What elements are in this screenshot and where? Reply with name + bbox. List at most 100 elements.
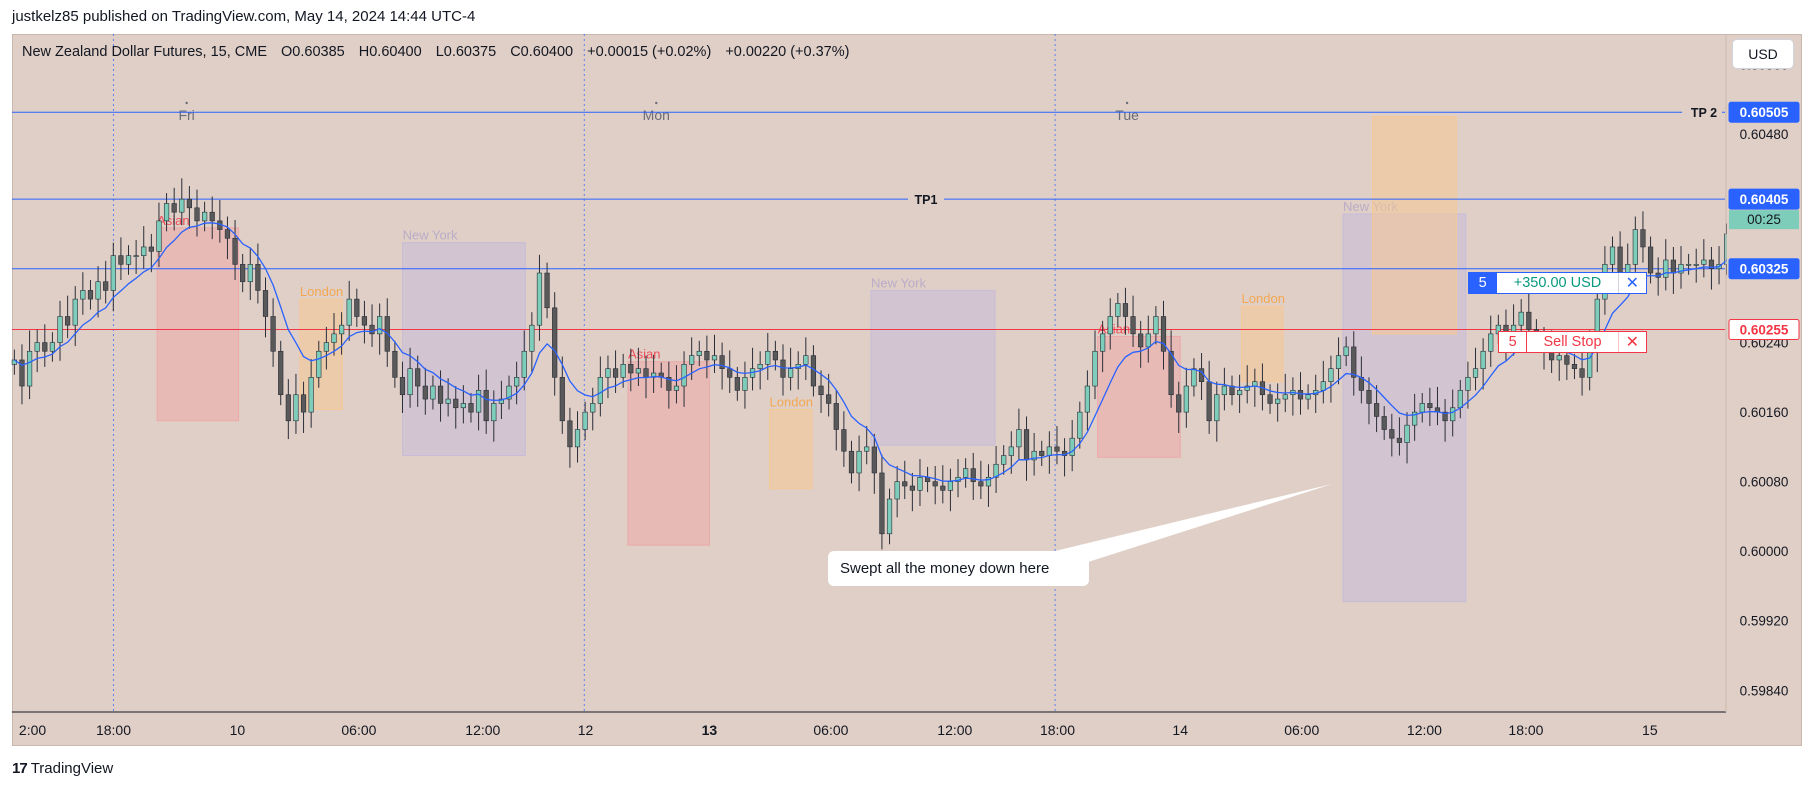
candle-down [628,364,634,374]
ema-line [14,222,1743,482]
candle-up [346,298,352,326]
candle-down [643,368,649,378]
currency-button[interactable]: USD [1732,39,1794,69]
candle-up [1221,385,1227,396]
candle-up [1488,333,1494,352]
session-label-asian: Asian [157,213,190,228]
candle-down [909,485,915,491]
candle-down [780,359,786,378]
candle-up [80,290,86,300]
sell-stop-order-line[interactable]: 5 Sell Stop ✕ [1498,331,1647,353]
candle-up [1609,246,1616,265]
candle-up [1107,316,1113,335]
price-tag-sell-stop [1728,319,1800,341]
candle-down [1427,403,1433,409]
candle-down [1206,381,1212,422]
legend-high: H0.60400 [358,44,422,60]
session-box-asian [1097,335,1181,458]
candle-down [1054,446,1060,452]
candle-down [544,272,550,309]
candle-up [985,477,992,487]
candle-down [103,281,109,291]
price-tick: 0.60160 [1740,405,1789,420]
candle-down [65,316,71,326]
tradingview-logo-text: TradingView [30,760,114,777]
close-icon[interactable]: ✕ [1618,332,1646,352]
callout-note[interactable]: Swept all the money down here [828,551,1089,586]
candle-down [422,385,428,400]
candle-down [468,403,474,413]
price-tick: 0.59920 [1740,614,1789,629]
candle-up [1693,264,1699,266]
candle-down [1176,394,1182,413]
tradingview-logo[interactable]: 17 TradingView [12,760,113,777]
candle-down [87,290,94,300]
candle-up [506,385,512,400]
sell-stop-label[interactable]: Sell Stop [1526,332,1619,352]
candle-down [871,446,877,474]
candle-down [1564,355,1570,365]
symbol-name[interactable]: New Zealand Dollar Futures, 15, CME [22,44,267,60]
candle-up [1412,411,1418,426]
time-tick: 18:00 [1508,722,1543,738]
candle-up [1237,390,1243,396]
time-axis: 2:00 18:00 10 06:00 12:00 12 13 06:00 12:00 18:00… [12,34,1727,738]
candle-up [1556,355,1562,361]
candle-up [788,368,794,378]
candle-up [582,411,588,430]
candle-down [666,377,672,391]
candle-down [194,207,200,222]
candle-up [536,272,543,326]
session-label-london: London [1242,291,1285,306]
time-tick: 15 [1642,722,1658,738]
candle-down [552,307,558,378]
candle-up [1518,311,1524,326]
candle-down [1579,368,1585,378]
candle-down [1366,390,1372,404]
close-icon[interactable]: ✕ [1618,273,1646,293]
candle-up [498,398,505,404]
session-box-newyork [402,242,526,457]
position-order-line[interactable]: 5 +350.00 USD ✕ [1468,272,1647,294]
candle-up [1305,394,1311,400]
candle-up [1275,398,1281,404]
candle-up [26,350,33,387]
session-box-london [1372,116,1457,335]
price-tag-position [1728,258,1800,280]
candle-down [262,290,269,317]
candle-up [856,450,862,474]
session-label-asian: Asian [1098,321,1131,336]
position-qty[interactable]: 5 [1469,273,1497,293]
publisher-caption: justkelz85 published on TradingView.com,… [12,8,476,25]
candle-down [848,450,855,474]
candle-up [1686,264,1692,266]
candle-up [460,403,466,409]
candle-up [1100,333,1106,352]
session-box-london [769,409,813,490]
candle-up [1282,394,1288,400]
candle-up [445,398,451,404]
callout-pointer [1022,484,1332,571]
day-marker-dot [185,101,188,105]
price-tag-text: 0.60405 [1740,192,1789,207]
candle-up [1678,264,1684,274]
candle-up [247,264,253,283]
candle-up [125,255,132,265]
candle-up [1077,411,1083,439]
candle-up [635,368,641,374]
candle-up [202,211,208,222]
candle-up [605,368,611,378]
price-tick: 0.59840 [1740,683,1789,698]
candle-up [963,468,969,478]
candle-down [940,485,946,491]
day-marker-label: Tue [1115,107,1139,123]
candle-down [772,350,778,361]
session-label-london: London [300,284,343,299]
position-pnl[interactable]: +350.00 USD [1496,273,1619,293]
price-tag-text: 0.60505 [1740,105,1789,120]
candle-up [1115,303,1121,317]
candle-up [491,403,497,422]
sell-stop-qty[interactable]: 5 [1508,334,1517,350]
candle-up [1214,394,1220,422]
